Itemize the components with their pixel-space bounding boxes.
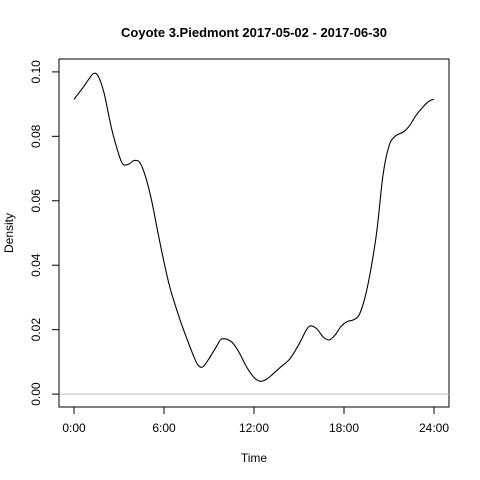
- x-tick-label: 6:00: [152, 421, 176, 435]
- y-tick-label: 0.02: [29, 318, 43, 342]
- y-tick-label: 0.00: [29, 382, 43, 406]
- y-tick-label: 0.08: [29, 124, 43, 148]
- x-tick-label: 18:00: [329, 421, 359, 435]
- x-tick-label: 0:00: [62, 421, 86, 435]
- y-tick-label: 0.10: [29, 60, 43, 84]
- x-tick-label: 24:00: [419, 421, 449, 435]
- y-tick-label: 0.04: [29, 253, 43, 277]
- y-tick-label: 0.06: [29, 189, 43, 213]
- chart-title: Coyote 3.Piedmont 2017-05-02 - 2017-06-3…: [121, 25, 387, 40]
- x-axis-label: Time: [241, 451, 268, 465]
- y-axis: 0.00 0.02 0.04 0.06 0.08 0.10: [29, 60, 60, 406]
- x-axis: 0:00 6:00 12:00 18:00 24:00: [62, 406, 449, 435]
- y-axis-label: Density: [2, 213, 16, 253]
- density-curve: [73, 72, 435, 382]
- x-tick-label: 12:00: [239, 421, 269, 435]
- plot-frame: [58, 58, 450, 408]
